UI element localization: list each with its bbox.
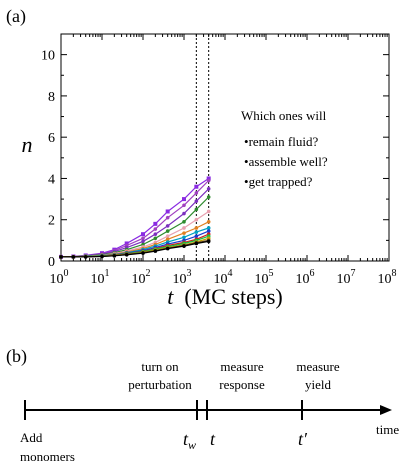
event-tw-label-1: turn on [141, 359, 179, 374]
data-point [100, 254, 104, 259]
data-point [182, 235, 186, 240]
timeline-axis-label: time [376, 422, 399, 437]
data-point [165, 209, 170, 214]
data-point [206, 229, 211, 233]
y-tick-label: 8 [48, 90, 55, 105]
annotation-box: Which ones will •remain fluid? •assemble… [241, 108, 328, 189]
x-tick-label: 102 [132, 268, 151, 287]
annotation-bullet-1: •remain fluid? [244, 134, 318, 149]
y-tick-label: 10 [41, 49, 55, 64]
panel-b-label: (b) [6, 346, 27, 367]
event-tw-symbol: tw [183, 429, 196, 452]
annotation-bullet-3: •get trapped? [244, 174, 313, 189]
data-point [165, 234, 170, 239]
series-line [61, 240, 209, 258]
event-tp-label-2: yield [305, 377, 331, 392]
data-point [194, 199, 199, 203]
data-point [206, 226, 211, 230]
event-add-label-1: Add [20, 430, 43, 445]
panel-a-label: (a) [6, 6, 26, 27]
data-point [124, 253, 129, 257]
data-point [194, 226, 199, 230]
data-point [182, 203, 186, 208]
series-12 [59, 239, 211, 259]
data-point [182, 219, 186, 224]
data-point [124, 241, 129, 246]
data-point [112, 254, 117, 258]
annotation-heading: Which ones will [241, 108, 327, 123]
event-tp-label-1: measure [296, 359, 340, 374]
x-axis: 100 101 102 103 104 105 106 107 108 [50, 34, 397, 287]
data-point [182, 244, 186, 248]
data-point [182, 226, 186, 230]
data-point [206, 195, 211, 199]
data-point [165, 237, 170, 242]
data-point [182, 231, 186, 235]
event-t-label-2: response [219, 377, 265, 392]
x-tick-label: 106 [296, 268, 315, 287]
y-tick-label: 2 [48, 214, 55, 229]
data-point [194, 230, 199, 234]
plot-frame [60, 33, 390, 262]
data-point [165, 215, 170, 220]
data-point [194, 184, 199, 189]
data-point [153, 221, 158, 226]
data-point [194, 207, 199, 212]
y-tick-label: 4 [48, 172, 55, 187]
data-point [206, 219, 211, 224]
data-point [194, 241, 199, 246]
data-point [165, 246, 170, 251]
data-point [194, 191, 199, 195]
data-point [153, 236, 158, 241]
series-2 [59, 186, 211, 259]
timeline-arrowhead [380, 405, 392, 415]
data-point [141, 242, 145, 247]
data-point [83, 255, 88, 259]
y-tick-label: 0 [48, 255, 55, 270]
x-tick-label: 107 [337, 268, 356, 287]
event-t-symbol: t [210, 429, 216, 449]
data-point [182, 211, 186, 216]
series-group [59, 176, 211, 259]
data-point [206, 178, 211, 183]
data-point [194, 217, 199, 222]
event-tp-symbol: t′ [298, 429, 308, 449]
data-point [165, 229, 170, 233]
event-tw-label-2: perturbation [128, 377, 192, 392]
y-tick-label: 6 [48, 131, 55, 146]
data-point [182, 197, 186, 202]
data-point [141, 236, 145, 241]
x-tick-label: 101 [91, 268, 110, 287]
data-point [59, 255, 63, 259]
timeline: time Add monomers turn on perturbation t… [20, 359, 399, 464]
data-point [141, 251, 145, 255]
annotation-bullet-2: •assemble well? [244, 154, 328, 169]
data-point [153, 249, 158, 253]
data-point [194, 234, 199, 239]
y-axis-label: n [22, 132, 33, 157]
data-point [153, 232, 158, 236]
event-t-label-1: measure [220, 359, 264, 374]
data-point [206, 239, 211, 244]
data-point [71, 255, 76, 259]
data-point [141, 239, 145, 244]
data-point [206, 186, 211, 191]
data-point [153, 227, 158, 231]
x-axis-label: t (MC steps) [167, 284, 283, 309]
data-point [206, 209, 211, 214]
x-tick-label: 108 [378, 268, 397, 287]
y-axis: 0 2 4 6 8 10 [41, 33, 389, 270]
event-add-label-2: monomers [20, 449, 75, 464]
data-point [165, 224, 170, 228]
x-tick-label: 100 [50, 268, 69, 287]
data-point [206, 176, 211, 181]
data-point [141, 232, 145, 237]
